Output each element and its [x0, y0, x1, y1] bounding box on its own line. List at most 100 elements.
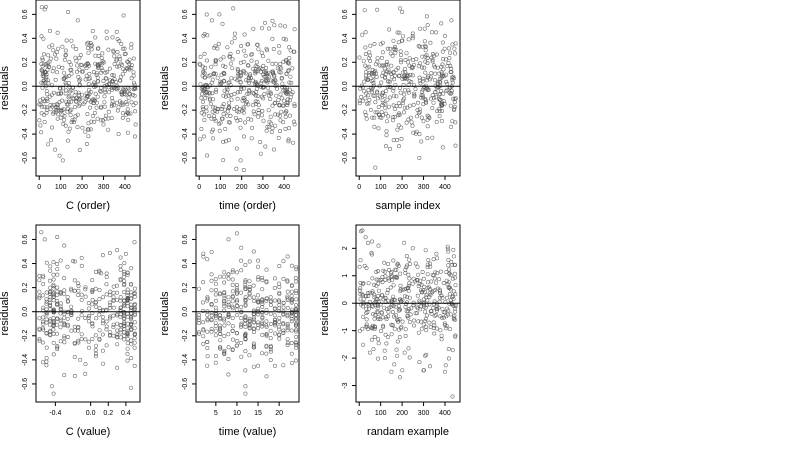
data-point	[259, 50, 264, 55]
data-point	[95, 46, 100, 51]
data-point	[405, 286, 410, 291]
data-point	[93, 286, 98, 291]
data-point	[79, 332, 84, 337]
data-point	[228, 51, 233, 56]
data-point	[243, 384, 248, 389]
data-point	[86, 134, 91, 139]
data-point	[202, 51, 207, 56]
data-point	[424, 352, 429, 357]
data-point	[55, 235, 60, 240]
data-point	[397, 30, 402, 35]
data-point	[428, 40, 433, 45]
data-point	[56, 91, 61, 96]
y-tick-label: -0.2	[182, 330, 189, 342]
data-point	[357, 101, 362, 106]
data-point	[362, 89, 367, 94]
data-point	[421, 322, 426, 327]
data-point	[382, 356, 387, 361]
data-point	[260, 316, 265, 321]
data-point	[68, 108, 73, 113]
data-point	[447, 56, 452, 61]
data-point	[417, 78, 422, 83]
data-point	[227, 100, 232, 105]
data-point	[126, 111, 131, 116]
x-tick-label: 0.4	[121, 410, 131, 417]
data-point	[251, 315, 256, 320]
data-point	[222, 296, 227, 301]
data-point	[285, 328, 290, 333]
data-point	[243, 318, 248, 323]
data-point	[386, 314, 391, 319]
data-point	[62, 340, 67, 345]
data-point	[239, 43, 244, 48]
data-point	[122, 271, 127, 276]
data-point	[54, 108, 59, 113]
data-point	[260, 332, 265, 337]
data-point	[360, 228, 365, 233]
data-point	[42, 104, 47, 109]
data-point	[365, 310, 370, 315]
data-point	[406, 315, 411, 320]
data-point	[285, 305, 290, 310]
data-point	[438, 269, 443, 274]
data-point	[87, 87, 92, 92]
data-point	[275, 66, 280, 71]
data-point	[87, 319, 92, 324]
data-point	[363, 51, 368, 56]
data-point	[433, 280, 438, 285]
data-point	[264, 298, 269, 303]
data-point	[255, 42, 260, 47]
data-point	[128, 92, 133, 97]
data-point	[225, 87, 230, 92]
data-point	[242, 97, 247, 102]
data-point	[72, 354, 77, 359]
data-point	[230, 304, 235, 309]
data-point	[385, 85, 390, 90]
y-tick-label: 0.0	[182, 81, 189, 91]
data-point	[209, 272, 214, 277]
data-point	[37, 316, 42, 321]
data-point	[423, 318, 428, 323]
data-point	[278, 23, 283, 28]
data-point	[365, 326, 370, 331]
data-point	[209, 329, 214, 334]
data-point	[90, 321, 95, 326]
data-point	[285, 340, 290, 345]
data-point	[264, 332, 269, 337]
data-point	[129, 338, 134, 343]
data-point	[391, 294, 396, 299]
data-point	[60, 158, 65, 163]
y-tick-label: 0.6	[22, 234, 29, 244]
x-tick-label: 0.2	[103, 410, 113, 417]
data-point	[58, 339, 63, 344]
data-point	[285, 294, 290, 299]
data-point	[41, 78, 46, 83]
data-point	[205, 329, 210, 334]
data-point	[246, 42, 251, 47]
data-point	[285, 312, 290, 317]
data-point	[395, 30, 400, 35]
data-point	[413, 261, 418, 266]
data-point	[79, 263, 84, 268]
data-point	[48, 264, 53, 269]
data-point	[450, 394, 455, 399]
data-point	[83, 362, 88, 367]
data-point	[255, 94, 260, 99]
data-point	[394, 275, 399, 280]
data-point	[398, 283, 403, 288]
data-point	[415, 306, 420, 311]
data-point	[366, 293, 371, 298]
data-point	[41, 52, 46, 57]
data-point	[292, 102, 297, 107]
data-point	[129, 342, 134, 347]
data-point	[423, 43, 428, 48]
data-point	[78, 357, 83, 362]
y-axis-label: residuals	[0, 291, 11, 336]
data-point	[400, 319, 405, 324]
x-tick-label: 0	[357, 184, 361, 191]
data-point	[66, 74, 71, 79]
data-point	[230, 268, 235, 273]
data-point	[283, 88, 288, 93]
data-point	[370, 239, 375, 244]
